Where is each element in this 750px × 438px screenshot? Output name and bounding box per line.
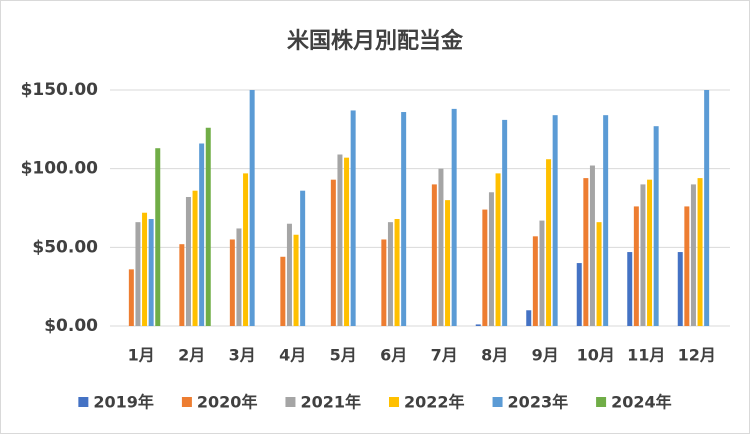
legend-swatch — [389, 397, 399, 407]
bar — [653, 126, 659, 326]
bar — [280, 256, 286, 326]
x-tick-label: 2月 — [178, 346, 205, 365]
y-tick-label: $50.00 — [32, 237, 98, 257]
bar — [603, 115, 609, 326]
bar — [633, 206, 639, 326]
bar — [293, 234, 299, 326]
bar — [704, 90, 710, 326]
bar — [495, 173, 501, 326]
bar — [155, 148, 161, 326]
bar — [445, 200, 451, 326]
bar — [401, 112, 407, 326]
bar — [135, 222, 141, 326]
legend-label: 2021年 — [300, 393, 361, 412]
bar — [583, 178, 589, 326]
x-tick-label: 3月 — [229, 346, 256, 365]
bar — [640, 184, 646, 326]
bar — [148, 219, 154, 326]
legend-swatch — [596, 397, 607, 407]
legend-label: 2019年 — [93, 393, 154, 412]
legend-swatch — [285, 397, 296, 407]
bar — [142, 212, 148, 326]
y-tick-label: $0.00 — [44, 316, 98, 336]
bar — [128, 269, 134, 326]
bar — [330, 179, 336, 326]
bar — [300, 190, 306, 326]
bar — [431, 184, 437, 326]
x-tick-label: 9月 — [532, 346, 559, 365]
bar — [438, 168, 444, 326]
bar — [387, 222, 393, 326]
legend-swatch — [181, 397, 192, 407]
legend-swatch — [78, 397, 89, 407]
legend-swatch — [492, 397, 503, 407]
legend: 2019年 2020年 2021年 2022年 2023年 2024年 — [78, 393, 672, 412]
x-tick-label: 7月 — [431, 346, 458, 365]
bar — [684, 206, 690, 326]
bar — [350, 110, 356, 326]
x-tick-label: 4月 — [279, 346, 306, 365]
bar — [286, 223, 292, 326]
bar — [647, 179, 653, 326]
bar — [690, 184, 696, 326]
x-tick-label: 6月 — [380, 346, 407, 365]
bar — [205, 127, 211, 326]
legend-label: 2020年 — [197, 393, 258, 412]
legend-label: 2023年 — [508, 393, 569, 412]
bar — [526, 310, 532, 326]
bar — [199, 143, 205, 326]
x-tick-label: 12月 — [678, 346, 716, 365]
bar — [179, 244, 185, 326]
bar — [192, 190, 198, 326]
bar — [576, 263, 582, 326]
x-tick-label: 11月 — [627, 346, 665, 365]
bar — [488, 192, 494, 326]
y-tick-label: $150.00 — [21, 80, 99, 100]
bar — [697, 178, 703, 326]
chart-title: 米国株月別配当金 — [287, 28, 464, 54]
legend-label: 2024年 — [611, 393, 672, 412]
bar — [677, 252, 683, 326]
bar — [243, 173, 249, 326]
bar — [185, 196, 191, 326]
bar — [552, 115, 558, 326]
bar — [596, 222, 602, 326]
y-tick-label: $100.00 — [21, 159, 99, 179]
bar — [381, 239, 387, 326]
bar — [337, 154, 343, 326]
bar — [394, 219, 400, 326]
legend-label: 2022年 — [404, 393, 465, 412]
bar — [451, 108, 457, 326]
bar — [236, 228, 242, 326]
bar — [249, 90, 255, 326]
bar — [627, 252, 633, 326]
x-tick-label: 5月 — [330, 346, 357, 365]
bar — [229, 239, 235, 326]
bar — [344, 157, 350, 326]
bar — [589, 165, 595, 326]
bar — [532, 236, 538, 326]
bar — [539, 220, 545, 326]
bar — [502, 119, 508, 326]
x-tick-label: 1月 — [128, 346, 155, 365]
x-tick-label: 10月 — [577, 346, 615, 365]
bar — [546, 159, 552, 326]
bar — [475, 324, 481, 326]
bar — [482, 209, 488, 326]
x-tick-label: 8月 — [481, 346, 508, 365]
